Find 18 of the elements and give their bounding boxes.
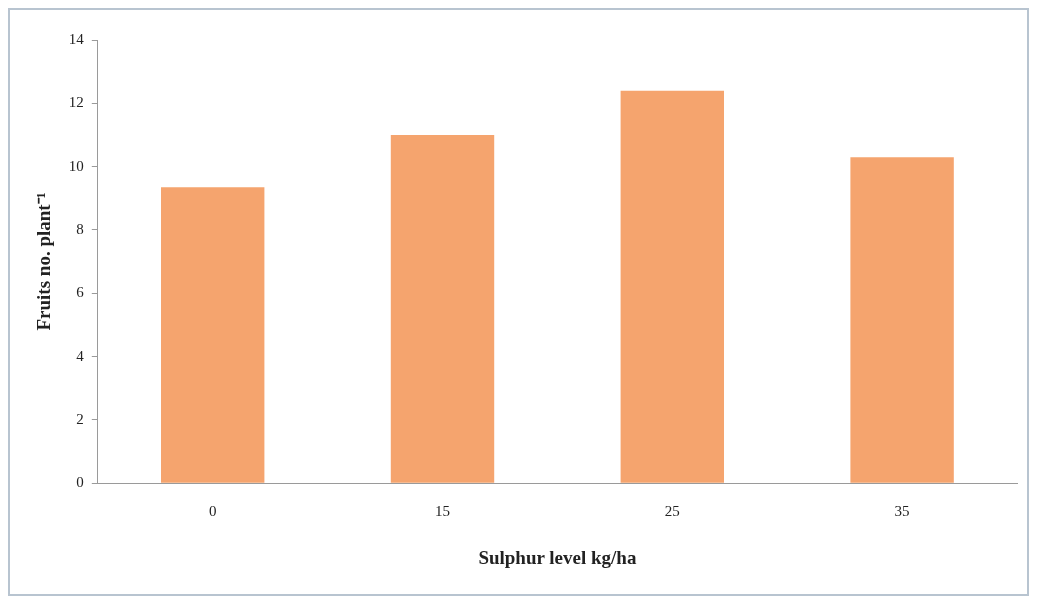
y-axis-title: Fruits no. plant⁻¹	[33, 192, 55, 331]
y-tick-label: 2	[76, 410, 84, 427]
y-tick-label: 10	[68, 157, 84, 174]
y-tick-label: 0	[76, 474, 84, 491]
x-tick-label: 15	[435, 503, 450, 520]
y-tick-label: 6	[76, 284, 85, 301]
x-tick-label: 35	[894, 503, 910, 520]
y-tick-label: 14	[68, 30, 85, 47]
x-axis-title: Sulphur level kg/ha	[478, 546, 637, 568]
bar	[850, 157, 954, 483]
bar	[620, 90, 725, 483]
y-tick-label: 12	[68, 94, 84, 111]
x-tick-label: 0	[208, 503, 217, 520]
x-tick-label: 25	[664, 503, 680, 520]
y-tick-label: 4	[76, 347, 85, 364]
bar	[390, 134, 495, 483]
y-tick-label: 8	[76, 220, 84, 237]
bar	[161, 187, 265, 483]
